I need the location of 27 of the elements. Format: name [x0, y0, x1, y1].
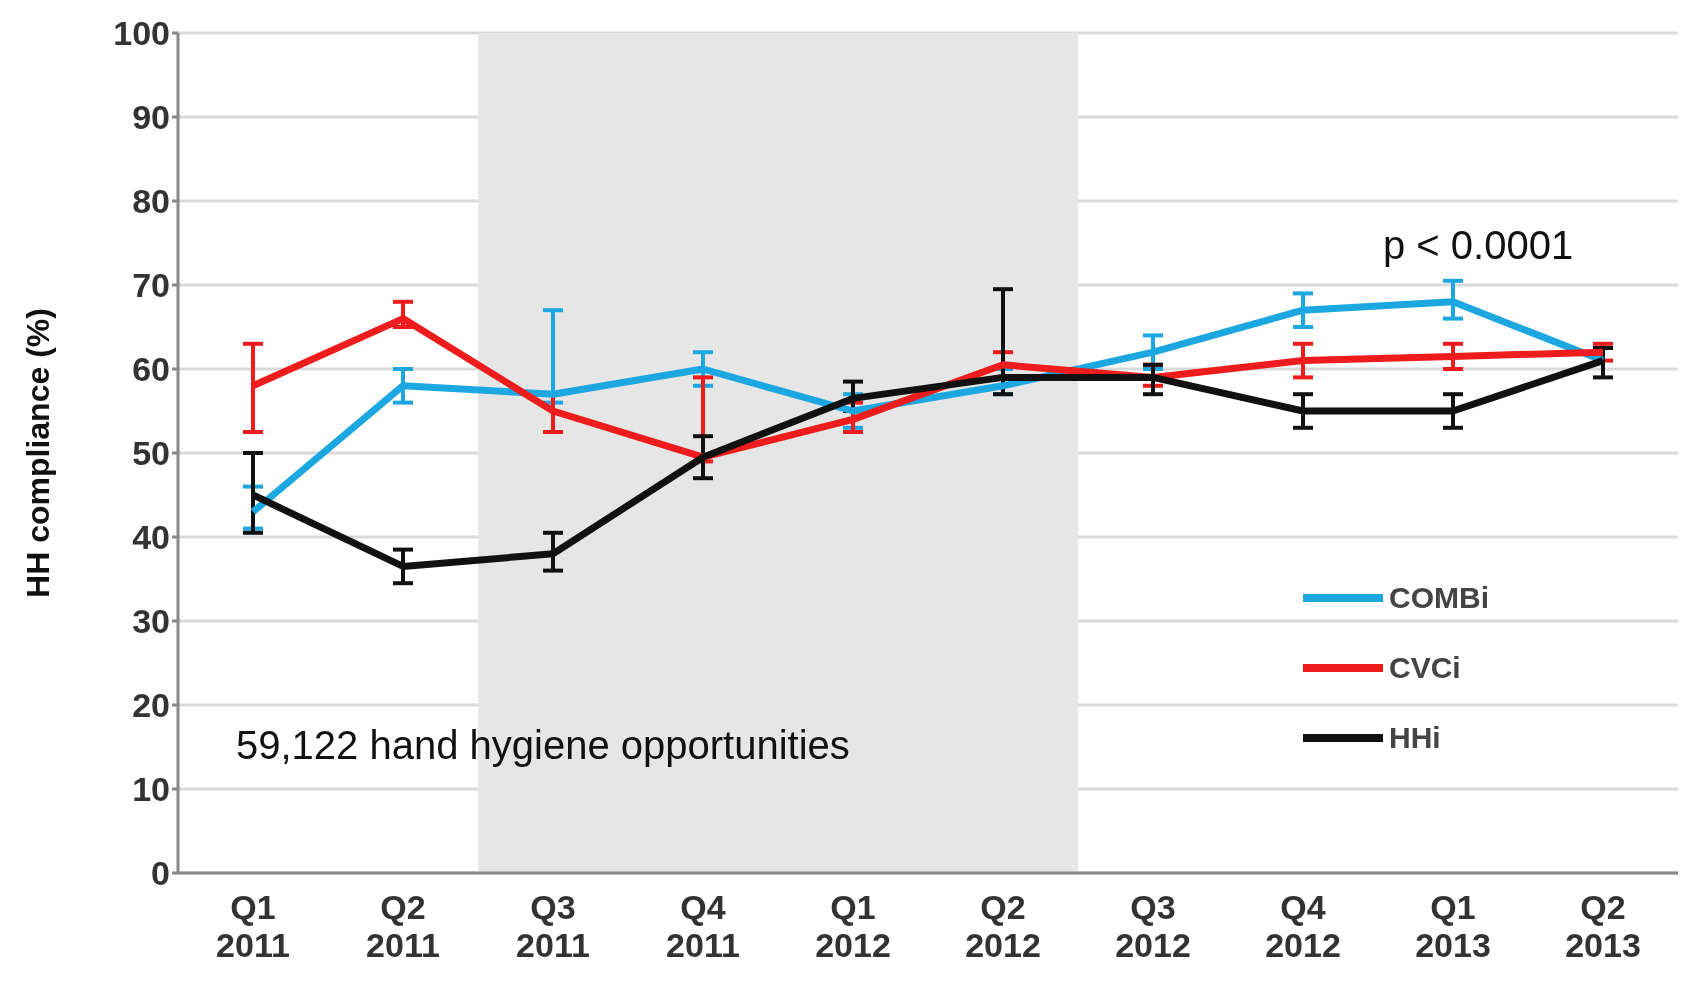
legend-label: COMBi: [1389, 581, 1489, 615]
x-tick-label: Q1 2013: [1415, 888, 1491, 964]
y-tick-label: 10: [132, 770, 170, 809]
x-tick-label: Q2 2013: [1565, 888, 1641, 964]
x-tick-label: Q2 2012: [965, 888, 1041, 964]
x-tick-label: Q4 2011: [666, 888, 740, 964]
y-tick-label: 30: [132, 602, 170, 641]
y-tick-label: 0: [151, 854, 170, 893]
legend-label: HHi: [1389, 721, 1441, 755]
y-tick-label: 80: [132, 182, 170, 221]
legend-label: CVCi: [1389, 651, 1461, 685]
y-tick-label: 40: [132, 518, 170, 557]
annotation: 59,122 hand hygiene opportunities: [236, 723, 850, 768]
y-axis-title: HH compliance (%): [20, 308, 57, 598]
x-tick-label: Q2 2011: [366, 888, 440, 964]
x-tick-label: Q4 2012: [1265, 888, 1341, 964]
y-tick-label: 60: [132, 350, 170, 389]
annotation: p < 0.0001: [1383, 223, 1574, 268]
x-tick-label: Q1 2012: [815, 888, 891, 964]
y-tick-label: 100: [113, 14, 170, 53]
x-tick-label: Q3 2012: [1115, 888, 1191, 964]
x-tick-label: Q1 2011: [216, 888, 290, 964]
y-tick-label: 20: [132, 686, 170, 725]
x-tick-label: Q3 2011: [516, 888, 590, 964]
y-tick-label: 50: [132, 434, 170, 473]
y-tick-label: 70: [132, 266, 170, 305]
y-tick-label: 90: [132, 98, 170, 137]
